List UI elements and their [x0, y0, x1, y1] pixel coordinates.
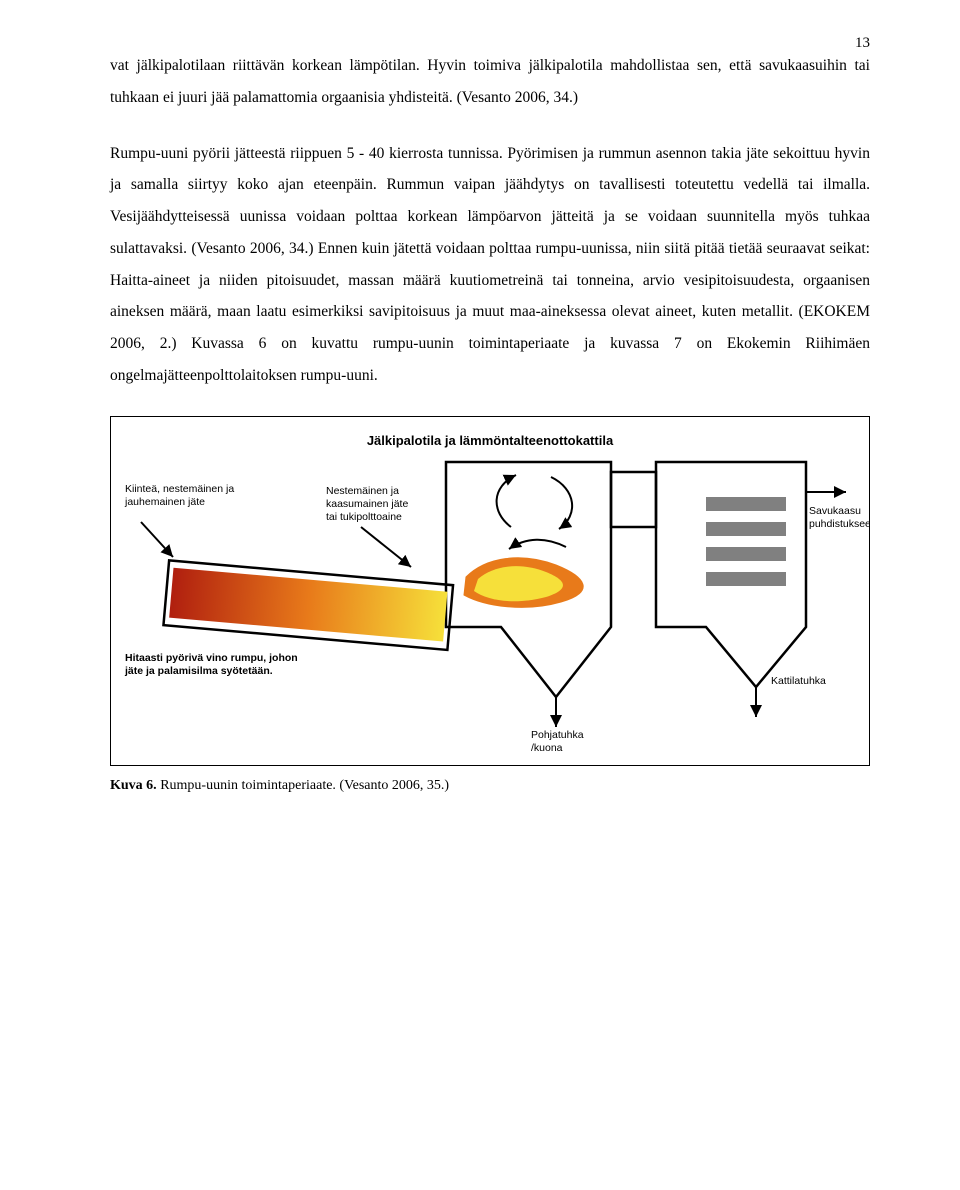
figure-rotary-kiln: Jälkipalotila ja lämmöntalteenottokattil…	[110, 416, 870, 766]
label-bottom-ash: Pohjatuhka /kuona	[531, 729, 584, 755]
label-drum: Hitaasti pyörivä vino rumpu, johon jäte …	[125, 652, 298, 678]
label-boiler-ash: Kattilatuhka	[771, 675, 826, 688]
label-feed: Kiinteä, nestemäinen ja jauhemainen jäte	[125, 483, 234, 509]
caption-lead: Kuva 6.	[110, 778, 157, 793]
paragraph-1: vat jälkipalotilaan riittävän korkean lä…	[110, 50, 870, 114]
figure-caption: Kuva 6. Rumpu-uunin toimintaperiaate. (V…	[110, 778, 870, 794]
caption-text: Rumpu-uunin toimintaperiaate. (Vesanto 2…	[157, 778, 449, 793]
label-flue: Savukaasu puhdistukseen	[809, 505, 870, 531]
kiln-diagram-svg	[111, 417, 870, 766]
paragraph-2: Rumpu-uuni pyörii jätteestä riippuen 5 -…	[110, 138, 870, 392]
label-secondary: Nestemäinen ja kaasumainen jäte tai tuki…	[326, 485, 408, 524]
page-number: 13	[855, 35, 870, 52]
